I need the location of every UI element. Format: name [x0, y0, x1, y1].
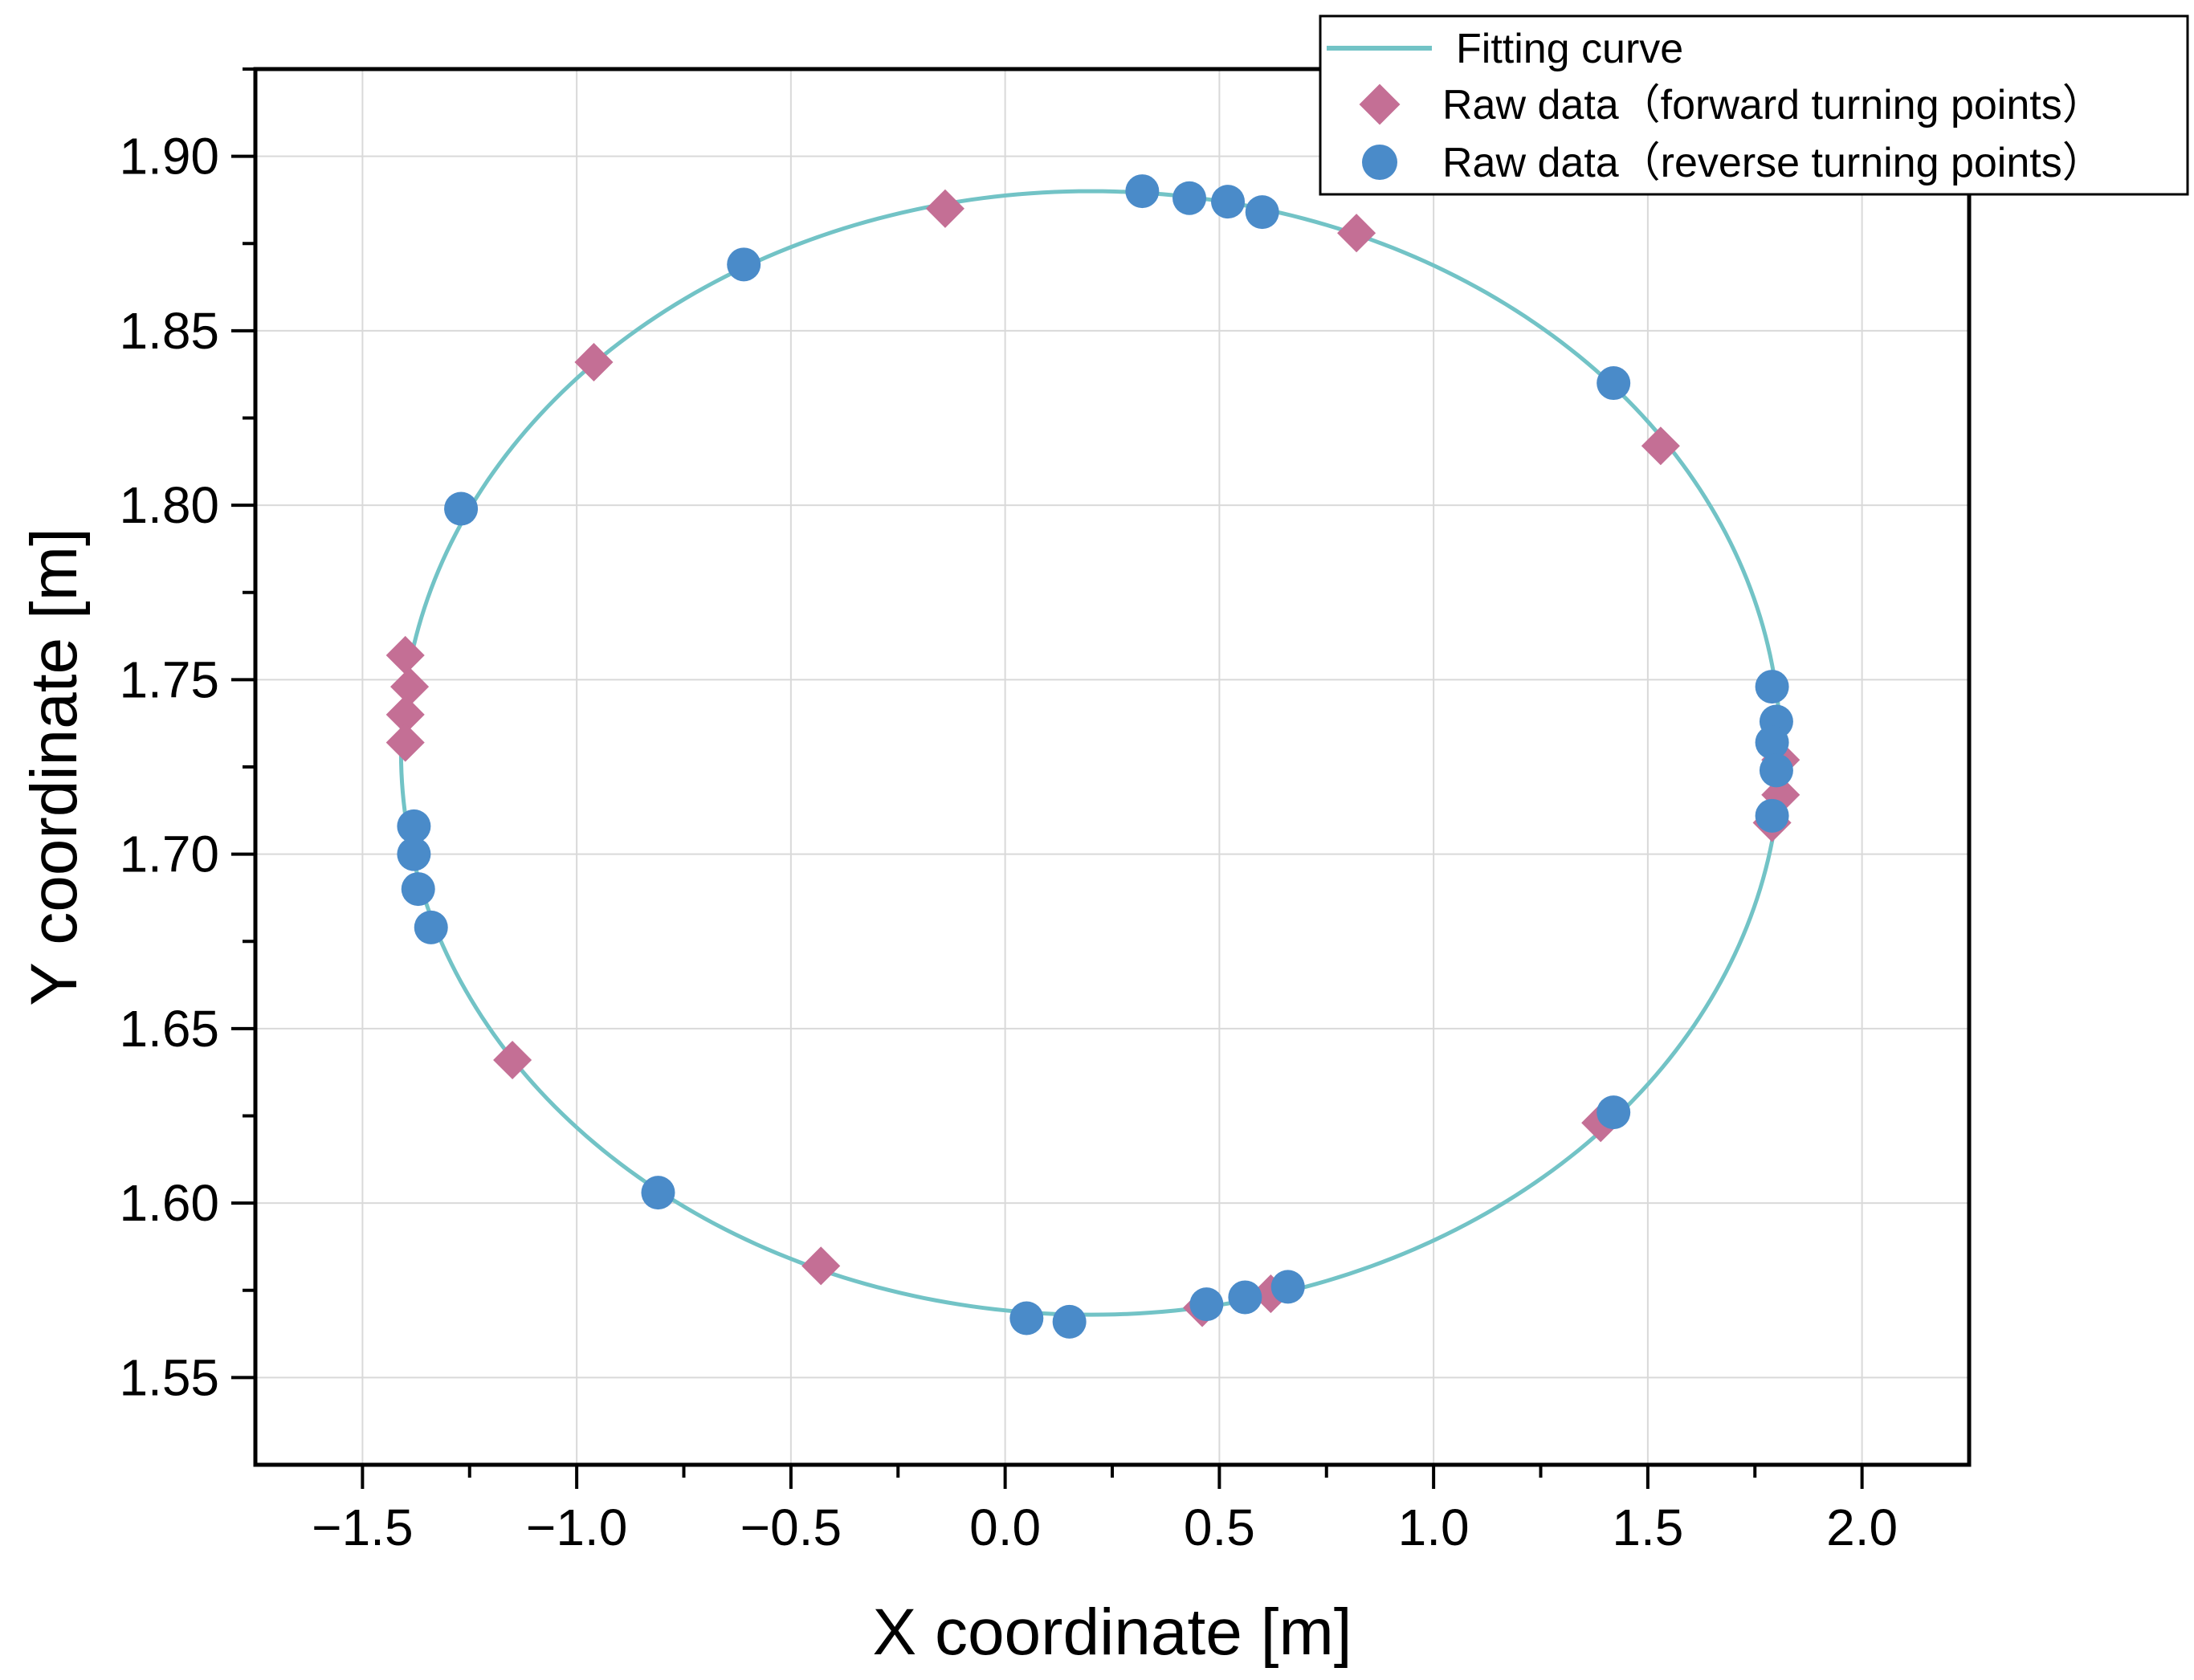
legend: Fitting curve Raw data（forward turning p… — [1319, 14, 2189, 196]
y-tick-label: 1.60 — [119, 1174, 219, 1232]
legend-label-forward: Raw data（forward turning points） — [1442, 82, 2104, 128]
reverse-turning-point — [1755, 670, 1789, 704]
reverse-turning-point — [1755, 798, 1789, 833]
reverse-turning-point — [727, 247, 761, 282]
reverse-turning-point — [1759, 753, 1793, 788]
reverse-turning-point — [1597, 366, 1631, 401]
reverse-turning-point — [401, 872, 435, 907]
y-tick-label: 1.55 — [119, 1348, 219, 1406]
forward-turning-point — [801, 1246, 841, 1286]
y-axis-ticks: 1.55 1.60 1.65 1.70 1.75 1.80 1.85 1.90 — [119, 67, 255, 1406]
y-tick-label: 1.70 — [119, 826, 219, 883]
x-axis-ticks: −1.5 −1.0 −0.5 0.0 0.5 1.0 1.5 2.0 — [312, 1465, 1898, 1556]
reverse-turning-point — [1270, 1270, 1305, 1304]
reverse-turning-point — [1228, 1280, 1262, 1315]
x-tick-label: 2.0 — [1826, 1499, 1898, 1556]
forward-turning-point — [925, 189, 964, 228]
x-tick-label: 1.5 — [1612, 1499, 1683, 1556]
reverse-turning-point — [1052, 1304, 1087, 1339]
x-tick-label: 0.5 — [1184, 1499, 1255, 1556]
reverse-turning-point — [1755, 725, 1789, 760]
x-axis-title: X coordinate [m] — [872, 1596, 1352, 1669]
reverse-turning-point — [1009, 1301, 1044, 1335]
forward-turning-point — [385, 723, 425, 762]
legend-box — [1319, 14, 2189, 196]
x-tick-label: −1.5 — [312, 1499, 413, 1556]
reverse-turning-point — [397, 837, 431, 871]
forward-turning-point — [385, 695, 425, 734]
y-tick-label: 1.75 — [119, 650, 219, 708]
y-tick-label: 1.65 — [119, 1000, 219, 1058]
legend-swatch-forward — [1359, 84, 1401, 125]
x-tick-label: 1.0 — [1398, 1499, 1470, 1556]
reverse-turning-point — [1189, 1287, 1224, 1322]
y-axis-title: Y coordinate [m] — [18, 528, 91, 1006]
reverse-turning-point — [397, 809, 431, 843]
forward-turning-point — [390, 667, 430, 707]
y-tick-label: 1.80 — [119, 476, 219, 534]
x-tick-label: −1.0 — [526, 1499, 627, 1556]
reverse-turning-point — [1125, 174, 1160, 209]
forward-turning-point — [385, 635, 425, 675]
reverse-turning-point — [414, 910, 448, 944]
reverse-turning-point — [1245, 195, 1279, 230]
forward-turning-point — [1337, 214, 1376, 253]
reverse-turning-point — [641, 1176, 675, 1210]
reverse-turning-point — [1172, 181, 1207, 215]
reverse-turning-point — [444, 491, 479, 526]
reverse-turning-point — [1597, 1095, 1631, 1130]
legend-label-reverse: Raw data（reverse turning points） — [1442, 140, 2104, 186]
grid — [255, 69, 1969, 1465]
x-tick-label: −0.5 — [740, 1499, 842, 1556]
legend-swatch-reverse — [1362, 145, 1397, 180]
x-tick-label: 0.0 — [969, 1499, 1041, 1556]
data-points-layer — [385, 174, 1800, 1339]
y-tick-label: 1.90 — [119, 128, 219, 186]
legend-label-fitting-curve: Fitting curve — [1456, 26, 1683, 72]
reverse-turning-point — [1211, 185, 1246, 219]
forward-turning-point — [574, 342, 614, 382]
forward-turning-point — [1641, 426, 1680, 466]
plot-frame — [253, 67, 1972, 1467]
y-tick-label: 1.85 — [119, 302, 219, 360]
